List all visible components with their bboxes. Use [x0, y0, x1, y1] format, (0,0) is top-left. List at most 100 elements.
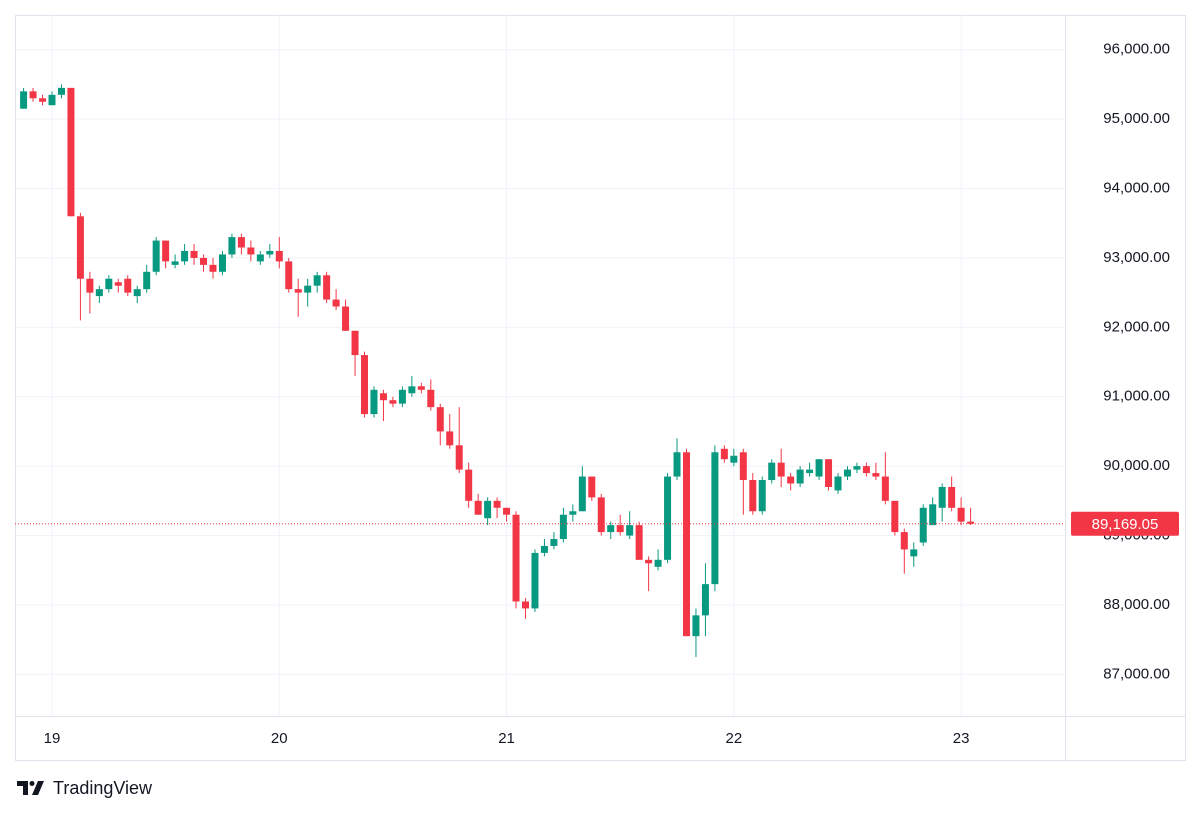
candle-body — [323, 275, 331, 300]
x-tick-label: 21 — [498, 730, 515, 747]
candle-body — [967, 521, 975, 524]
candle-body — [578, 476, 586, 512]
y-tick-label: 94,000.00 — [1103, 179, 1170, 196]
candle-body — [701, 584, 709, 616]
candle-body — [313, 275, 321, 286]
candle-body — [607, 525, 615, 533]
candle-body — [29, 91, 37, 99]
candle-body — [900, 532, 908, 550]
x-tick-label: 23 — [953, 730, 970, 747]
candle-body — [938, 486, 946, 508]
candle-body — [209, 264, 217, 272]
candle-body — [332, 299, 340, 307]
candle-body — [398, 389, 406, 404]
y-tick-label: 91,000.00 — [1103, 388, 1170, 405]
candle-body — [654, 559, 662, 567]
candle-body — [152, 240, 160, 272]
candle-body — [540, 545, 548, 553]
candle-body — [474, 500, 482, 515]
candle-body — [531, 552, 539, 609]
candle-body — [682, 452, 690, 637]
candle-body — [768, 462, 776, 481]
candle-body — [86, 278, 94, 293]
grid — [15, 15, 1065, 716]
y-tick-label: 87,000.00 — [1103, 665, 1170, 682]
candle-body — [626, 525, 634, 536]
last-price-box — [1071, 511, 1179, 536]
candle-body — [825, 459, 833, 487]
candle-body — [777, 462, 785, 477]
candle-body — [465, 469, 473, 501]
y-tick-label: 93,000.00 — [1103, 249, 1170, 266]
candle-body — [228, 237, 236, 255]
candle-body — [237, 237, 245, 248]
logo-t — [17, 781, 28, 795]
y-tick-label: 95,000.00 — [1103, 110, 1170, 127]
candle-body — [446, 431, 454, 446]
candle-body — [294, 289, 302, 293]
candle-body — [843, 469, 851, 477]
candle-body — [673, 452, 681, 477]
candle-body — [550, 539, 558, 546]
candle-body — [692, 615, 700, 637]
candle-body — [758, 480, 766, 512]
candle-body — [379, 393, 387, 401]
candle-body — [351, 330, 359, 356]
candle-body — [929, 504, 937, 526]
logo — [17, 781, 44, 795]
candle-body — [436, 407, 444, 432]
logo-v — [32, 781, 44, 795]
candle-body — [76, 216, 84, 279]
candle-body — [664, 476, 672, 560]
candle-body — [749, 480, 757, 512]
candle-body — [67, 87, 75, 217]
candle-body — [815, 459, 823, 477]
candle-body — [635, 525, 643, 560]
candle-body — [891, 500, 899, 533]
candle-body — [503, 507, 511, 515]
candle-body — [616, 525, 624, 533]
last-price-label: 89,169.05 — [1092, 516, 1159, 533]
candle-body — [645, 559, 653, 564]
candle-body — [948, 486, 956, 508]
candle-body — [569, 511, 577, 515]
candle-body — [285, 261, 293, 290]
candle-body — [20, 91, 28, 109]
candle-body — [806, 469, 814, 474]
candle-body — [711, 452, 719, 585]
candle-body — [304, 285, 312, 293]
candle-body — [162, 240, 170, 262]
candle-body — [48, 94, 56, 106]
axis-labels: 87,000.0088,000.0089,000.0090,000.0091,0… — [44, 41, 1179, 747]
candle-body — [39, 98, 47, 102]
candle-body — [739, 452, 747, 481]
candle-body — [957, 507, 965, 522]
candle-body — [124, 278, 132, 293]
candle-body — [190, 250, 198, 258]
chart-frame — [15, 15, 1186, 761]
candle-body — [559, 514, 567, 540]
x-tick-label: 19 — [44, 730, 61, 747]
candle-body — [730, 455, 738, 463]
candle-body — [872, 473, 880, 477]
candle-body — [853, 466, 861, 470]
candle-body — [720, 448, 728, 460]
candle-body — [881, 476, 889, 501]
candle-body — [493, 500, 501, 508]
candle-body — [114, 282, 122, 286]
y-tick-label: 92,000.00 — [1103, 318, 1170, 335]
candle-body — [796, 469, 804, 484]
candle-body — [218, 254, 226, 272]
candle-body — [361, 355, 369, 415]
candle-body — [342, 306, 350, 331]
candle-body — [266, 250, 274, 255]
candle-body — [57, 87, 65, 95]
candle-body — [834, 476, 842, 491]
candle-body — [256, 254, 264, 262]
candle-body — [597, 497, 605, 533]
candle-body — [455, 445, 463, 470]
y-tick-label: 88,000.00 — [1103, 596, 1170, 613]
candle-body — [417, 386, 425, 390]
candle-body — [427, 389, 435, 408]
